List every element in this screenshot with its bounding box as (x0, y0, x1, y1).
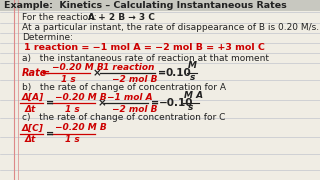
Text: c)   the rate of change of concentration for C: c) the rate of change of concentration f… (22, 114, 225, 123)
Text: Example:  Kinetics – Calculating Instantaneous Rates: Example: Kinetics – Calculating Instanta… (4, 1, 287, 10)
Text: s: s (190, 73, 196, 82)
Text: =: = (42, 68, 50, 78)
Text: 0.10: 0.10 (166, 68, 192, 78)
Text: A + 2 B → 3 C: A + 2 B → 3 C (88, 14, 155, 22)
Text: −0.20 M B: −0.20 M B (52, 62, 104, 71)
Text: M: M (188, 62, 197, 71)
Text: 1 reaction = −1 mol A = −2 mol B = +3 mol C: 1 reaction = −1 mol A = −2 mol B = +3 mo… (24, 44, 265, 53)
Text: s: s (188, 103, 193, 112)
Text: =: = (46, 129, 54, 139)
Text: ×: × (98, 98, 107, 108)
Text: Rate: Rate (22, 68, 47, 78)
Text: M A: M A (184, 91, 203, 100)
Text: ×: × (93, 68, 102, 78)
Text: For the reaction:: For the reaction: (22, 14, 102, 22)
Text: =: = (151, 98, 159, 108)
Text: −0.20 M B: −0.20 M B (55, 123, 107, 132)
Text: =: = (46, 98, 54, 108)
Text: Determine:: Determine: (22, 33, 73, 42)
Text: 1 reaction: 1 reaction (103, 62, 154, 71)
Text: Δ[C]: Δ[C] (22, 123, 44, 132)
Bar (0, 0, 320, 11)
Text: =: = (158, 68, 166, 78)
Text: −0.20 M B: −0.20 M B (55, 93, 107, 102)
Text: Δ[A]: Δ[A] (22, 93, 44, 102)
Text: Δt: Δt (25, 105, 36, 114)
Text: 1 s: 1 s (65, 136, 80, 145)
Text: At a particular instant, the rate of disappearance of B is 0.20 M/s.: At a particular instant, the rate of dis… (22, 24, 319, 33)
Text: −2 mol B: −2 mol B (112, 75, 157, 84)
Text: −2 mol B: −2 mol B (112, 105, 157, 114)
Text: Δt: Δt (25, 136, 36, 145)
Text: −1 mol A: −1 mol A (107, 93, 153, 102)
Text: −0.10: −0.10 (159, 98, 194, 108)
Text: 1 s: 1 s (65, 105, 80, 114)
Text: a)   the instantaneous rate of reaction at that moment: a) the instantaneous rate of reaction at… (22, 53, 269, 62)
Text: 1 s: 1 s (61, 75, 76, 84)
Text: b)   the rate of change of concentration for A: b) the rate of change of concentration f… (22, 84, 226, 93)
